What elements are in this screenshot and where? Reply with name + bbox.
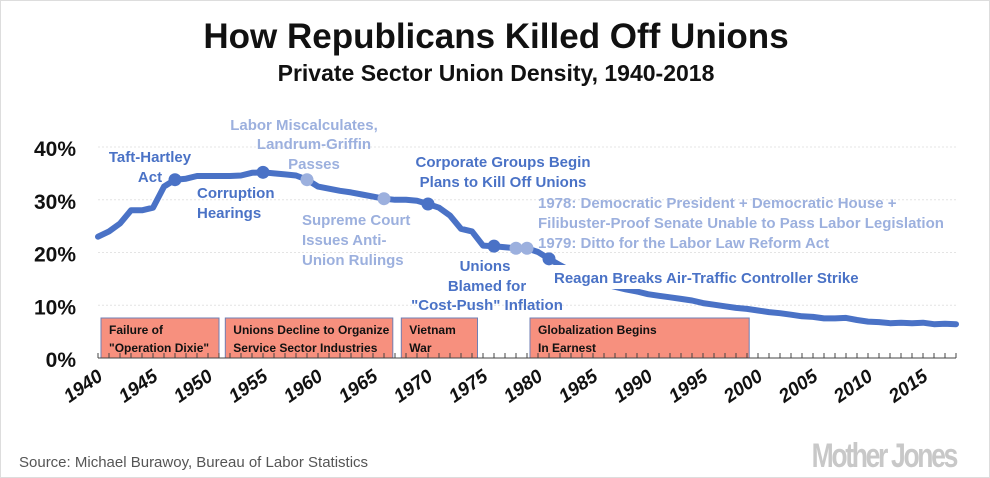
- period-box: [400, 317, 478, 359]
- event-markers: [168, 165, 556, 266]
- y-tick-label: 40%: [34, 138, 76, 161]
- annotation-cost-push: Unions: [460, 258, 511, 275]
- annotation-landrum-griffin: Labor Miscalculates,: [230, 117, 378, 134]
- x-tick-label: 1990: [610, 366, 657, 408]
- event-marker: [377, 192, 391, 206]
- x-tick-label: 2015: [884, 366, 932, 408]
- period-label: Unions Decline to Organize: [233, 323, 389, 337]
- annotation-supreme-court: Supreme Court: [302, 212, 410, 229]
- source-note: Source: Michael Burawoy, Bureau of Labor…: [19, 454, 368, 471]
- annotation-landrum-griffin: Landrum-Griffin: [257, 136, 371, 153]
- chart-subtitle: Private Sector Union Density, 1940-2018: [278, 60, 715, 86]
- y-tick-label: 10%: [34, 296, 76, 319]
- annotation-carter-era: 1978: Democratic President + Democratic …: [538, 195, 897, 212]
- y-tick-label: 0%: [46, 349, 77, 372]
- period-label: Service Sector Industries: [233, 341, 377, 355]
- x-tick-label: 2000: [719, 366, 767, 408]
- annotation-carter-era: Filibuster-Proof Senate Unable to Pass L…: [538, 215, 944, 232]
- x-tick-label: 1970: [390, 366, 437, 408]
- period-boxes: Failure of "Operation Dixie" Unions Declin…: [100, 317, 750, 359]
- x-tick-label: 1945: [115, 366, 162, 408]
- y-axis: 0% 10% 20% 30% 40%: [34, 138, 76, 372]
- event-marker: [542, 252, 556, 266]
- annotations: Taft-Hartley Act Corruption Hearings Lab…: [109, 117, 944, 314]
- annotation-cost-push: Blamed for: [448, 278, 527, 295]
- mother-jones-logo: Mother Jones: [812, 437, 958, 475]
- period-label: War: [409, 341, 432, 355]
- annotation-corruption: Hearings: [197, 205, 261, 222]
- x-tick-label: 1950: [170, 366, 217, 408]
- period-label: Vietnam: [409, 323, 455, 337]
- annotation-carter-era: 1979: Ditto for the Labor Law Reform Act: [538, 235, 829, 252]
- reagan-label-background: [551, 265, 891, 289]
- period-label: Globalization Begins: [538, 323, 657, 337]
- event-marker: [256, 165, 270, 179]
- x-tick-label: 2010: [829, 366, 877, 408]
- annotation-taft-hartley: Taft-Hartley: [109, 149, 192, 166]
- annotation-taft-hartley: Act: [138, 169, 162, 186]
- event-marker: [300, 173, 314, 187]
- event-marker: [487, 239, 501, 253]
- period-label: "Operation Dixie": [109, 341, 209, 355]
- annotation-corruption: Corruption: [197, 185, 274, 202]
- event-marker: [168, 173, 182, 187]
- annotation-corporate-groups: Corporate Groups Begin: [415, 154, 590, 171]
- annotation-reagan: Reagan Breaks Air-Traffic Controller Str…: [554, 270, 859, 287]
- annotation-landrum-griffin: Passes: [288, 156, 340, 173]
- annotation-supreme-court: Issues Anti-: [302, 232, 386, 249]
- x-tick-label: 1995: [665, 366, 712, 408]
- event-marker: [509, 241, 523, 255]
- x-tick-label: 1985: [555, 366, 602, 408]
- annotation-cost-push: "Cost-Push" Inflation: [411, 297, 563, 314]
- x-tick-label: 2005: [774, 366, 822, 408]
- x-tick-label: 1965: [335, 366, 382, 408]
- period-box: [529, 317, 750, 359]
- event-marker: [520, 241, 534, 255]
- x-axis: 1940 1945 1950 1955 1960 1965 1970 1975 1980 1985…: [60, 353, 957, 408]
- annotation-supreme-court: Union Rulings: [302, 252, 404, 269]
- period-box: [224, 317, 394, 359]
- x-tick-label: 1975: [445, 366, 492, 408]
- period-label: Failure of: [109, 323, 164, 337]
- y-tick-label: 20%: [34, 244, 76, 267]
- y-tick-label: 30%: [34, 191, 76, 214]
- x-tick-label: 1955: [225, 366, 272, 408]
- chart-title: How Republicans Killed Off Unions: [203, 17, 788, 56]
- event-marker: [421, 197, 435, 211]
- annotation-corporate-groups: Plans to Kill Off Unions: [420, 174, 587, 191]
- period-label: In Earnest: [538, 341, 596, 355]
- x-tick-label: 1980: [500, 366, 547, 408]
- x-tick-label: 1960: [280, 366, 327, 408]
